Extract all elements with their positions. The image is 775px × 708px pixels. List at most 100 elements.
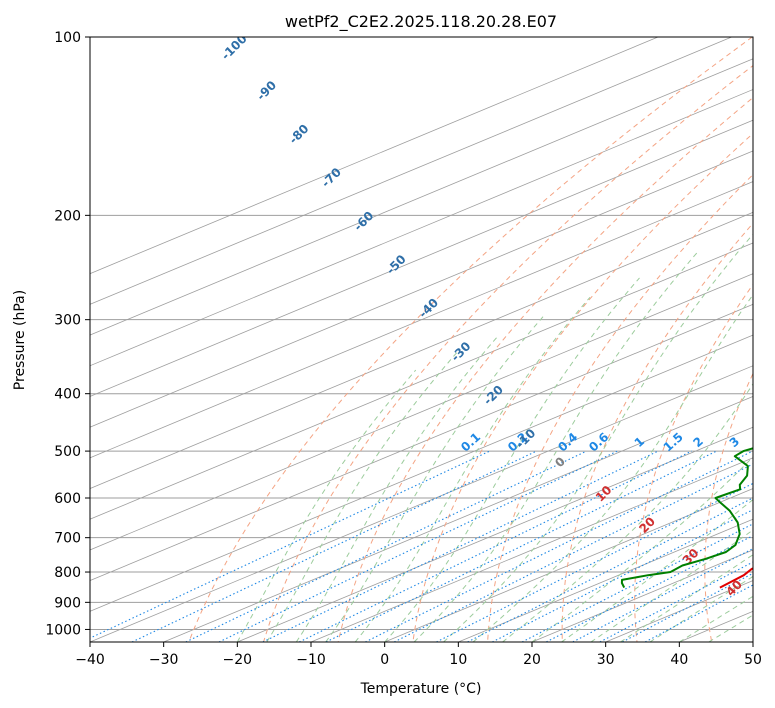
- isotherm-line: [90, 37, 659, 275]
- plot-frame: [89, 36, 754, 643]
- moist-adiabat-line: [295, 335, 499, 642]
- dry-adiabat-label: -50: [384, 252, 409, 277]
- isotherm-line: [310, 457, 753, 642]
- isotherm-line: [90, 150, 753, 428]
- y-tick-label: 600: [54, 491, 81, 507]
- dry-adiabat-line: [487, 173, 753, 642]
- dewpoint-profile-line: [620, 447, 753, 589]
- dry-adiabat-line: [263, 64, 753, 642]
- mixing-ratio-line: [131, 450, 537, 642]
- dry-adiabat-label: -30: [448, 339, 473, 364]
- x-tick-label: 20: [523, 652, 541, 668]
- isotherm-line: [237, 426, 753, 642]
- mixing-ratio-lines: [90, 450, 753, 642]
- isotherm-line: [90, 89, 753, 367]
- isotherm-line: [752, 641, 753, 642]
- isobar-grid: [90, 37, 753, 630]
- isotherm-line: [163, 396, 753, 642]
- isotherm-line: [90, 58, 753, 336]
- mixing-ratio-line: [365, 450, 753, 642]
- mixing-ratio-line: [644, 584, 753, 642]
- y-tick-label: 200: [54, 208, 81, 224]
- dry-adiabat-label: -80: [286, 122, 311, 147]
- y-tick-label: 500: [54, 444, 81, 460]
- x-axis-title: Temperature (°C): [360, 681, 482, 697]
- moist-adiabat-line: [531, 456, 753, 642]
- moist-adiabat-line: [236, 369, 417, 642]
- moist-adiabat-line: [325, 314, 545, 642]
- y-tick-label: 900: [54, 595, 81, 611]
- moist-adiabat-line: [384, 277, 640, 642]
- mixing-ratio-line: [262, 450, 659, 642]
- isotherm-grid: [90, 37, 753, 642]
- isotherm-line: [90, 273, 753, 551]
- x-tick-label: 50: [744, 652, 762, 668]
- dry-adiabat-label: -20: [481, 383, 506, 408]
- isotherm-line: [90, 242, 753, 520]
- mixing-ratio-label: 3: [727, 434, 743, 450]
- y-axis-title: Pressure (hPa): [12, 290, 28, 390]
- moist-adiabats: [236, 233, 753, 642]
- moist-adiabat-line: [620, 554, 753, 642]
- mixing-ratio-line: [521, 523, 753, 642]
- x-tick-label: −20: [223, 652, 253, 668]
- series-lines: [620, 447, 753, 589]
- mixing-ratio-line: [546, 535, 753, 642]
- mixing-ratio-line: [90, 450, 490, 639]
- mixing-ratio-label: 1: [632, 434, 648, 450]
- isotherm-line: [90, 211, 753, 489]
- isotherm-line: [90, 365, 753, 642]
- temperature-profile-line: [719, 567, 753, 589]
- isotherm-line: [90, 334, 753, 612]
- moist-adiabat-line: [590, 529, 753, 642]
- moist-adiabat-line: [354, 296, 591, 642]
- mixing-ratio-line: [599, 561, 753, 642]
- y-tick-label: 1000: [45, 622, 81, 638]
- isotherm-line: [90, 181, 753, 459]
- dry-adiabat-line: [188, 37, 753, 642]
- isotherm-line: [90, 303, 753, 582]
- x-tick-label: −40: [75, 652, 105, 668]
- dry-adiabats: [188, 37, 753, 642]
- dry-adiabat-line: [337, 96, 753, 642]
- x-tick-label: 30: [597, 652, 615, 668]
- mixing-ratio-line: [185, 450, 587, 642]
- mixing-ratio-line: [492, 509, 753, 642]
- plot-area: 0.10.20.40.611.52346810131620253036-100-…: [90, 32, 769, 642]
- isotherm-line: [531, 549, 753, 642]
- dry-adiabat-label: -100: [219, 32, 250, 63]
- y-axis: 100 200 300 400 500 600 700 800 900 1000: [45, 30, 90, 638]
- y-tick-label: 100: [54, 30, 81, 46]
- isotherm-line: [90, 37, 732, 305]
- mixing-ratio-line: [467, 497, 753, 642]
- mixing-ratio-label: 4: [753, 434, 769, 450]
- dry-adiabat-line: [704, 372, 753, 642]
- x-tick-label: 0: [380, 652, 389, 668]
- mixing-ratio-line: [436, 482, 753, 642]
- dry-adiabat-label: -60: [351, 209, 376, 234]
- x-tick-label: 40: [670, 652, 688, 668]
- moist-adiabat-line: [472, 293, 753, 642]
- mixing-ratio-line: [393, 463, 753, 642]
- y-tick-label: 400: [54, 387, 81, 403]
- x-tick-label: 10: [449, 652, 467, 668]
- x-tick-label: −10: [296, 652, 326, 668]
- y-tick-label: 300: [54, 313, 81, 329]
- y-tick-label: 700: [54, 531, 81, 547]
- dry-adiabat-label: -40: [416, 296, 441, 321]
- x-tick-label: −30: [149, 652, 179, 668]
- dry-adiabat-line: [634, 283, 753, 642]
- moist-adiabat-line: [413, 250, 699, 642]
- y-tick-label: 800: [54, 565, 81, 581]
- moist-adiabat-line: [266, 351, 458, 642]
- chart-title: wetPf2_C2E2.2025.118.20.28.E07: [285, 12, 557, 32]
- mixing-ratio-line: [298, 450, 692, 642]
- dry-adiabat-line: [412, 132, 753, 642]
- mixing-ratio-line: [325, 450, 717, 642]
- isotherm-line: [384, 488, 753, 642]
- mixing-ratio-line: [218, 450, 618, 642]
- x-axis: −40 −30 −20 −10 0 10 20 30 40 50: [75, 642, 762, 668]
- moist-adiabat-label: 0: [552, 454, 568, 470]
- isotherm-line: [90, 119, 753, 397]
